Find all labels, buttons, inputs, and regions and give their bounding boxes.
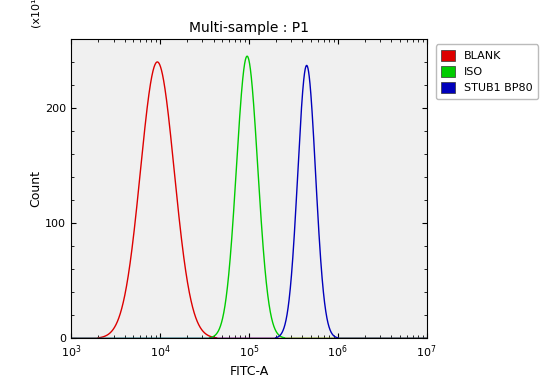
BLANK — [118, 308, 124, 313]
STUB1 BP80 — [118, 336, 124, 341]
STUB1 BP80 — [392, 336, 398, 341]
Legend: BLANK, ISO, STUB1 BP80: BLANK, ISO, STUB1 BP80 — [436, 44, 538, 99]
ISO — [434, 336, 440, 341]
ISO — [392, 336, 398, 341]
ISO — [50, 336, 56, 341]
BLANK — [392, 336, 398, 341]
ISO — [217, 324, 224, 329]
X-axis label: FITC-A: FITC-A — [229, 365, 269, 378]
STUB1 BP80 — [304, 63, 310, 68]
ISO — [200, 336, 207, 341]
ISO — [118, 336, 124, 341]
STUB1 BP80 — [217, 336, 224, 341]
ISO — [244, 54, 251, 58]
BLANK — [95, 336, 101, 341]
BLANK — [217, 336, 224, 341]
STUB1 BP80 — [95, 336, 101, 341]
STUB1 BP80 — [200, 336, 207, 341]
BLANK — [50, 336, 56, 341]
BLANK — [434, 336, 440, 341]
BLANK — [200, 329, 207, 334]
Title: Multi-sample : P1: Multi-sample : P1 — [189, 21, 309, 35]
BLANK — [441, 336, 447, 341]
ISO — [95, 336, 101, 341]
ISO — [441, 336, 447, 341]
Text: (x10¹): (x10¹) — [31, 0, 40, 27]
Y-axis label: Count: Count — [30, 170, 42, 207]
Line: BLANK: BLANK — [53, 62, 444, 338]
STUB1 BP80 — [434, 336, 440, 341]
STUB1 BP80 — [441, 336, 447, 341]
STUB1 BP80 — [50, 336, 56, 341]
BLANK — [154, 60, 161, 64]
Line: STUB1 BP80: STUB1 BP80 — [53, 65, 444, 338]
Line: ISO: ISO — [53, 56, 444, 338]
